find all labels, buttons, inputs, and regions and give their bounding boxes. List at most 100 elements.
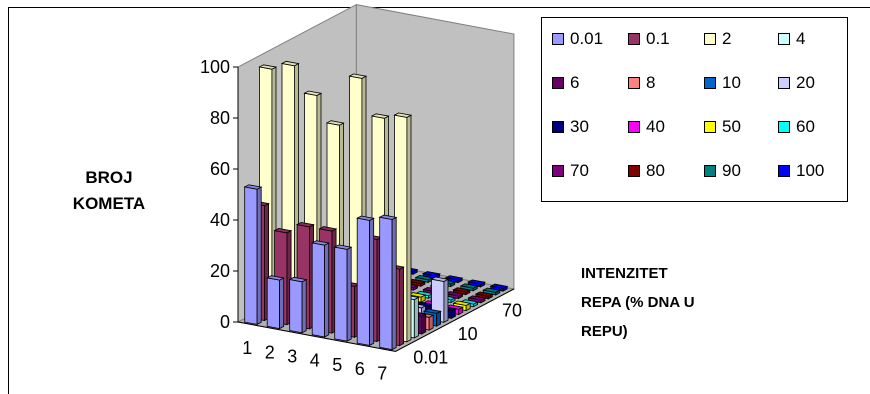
legend-item: 70 — [552, 161, 589, 181]
legend-item: 0.1 — [628, 29, 670, 49]
category-label: 1 — [242, 338, 252, 358]
bar-front — [379, 216, 393, 351]
legend-swatch — [552, 33, 564, 45]
bar-front — [334, 246, 348, 342]
bar-top — [333, 244, 353, 250]
legend-label: 6 — [570, 73, 580, 92]
bar-front — [311, 242, 326, 338]
bar-side — [256, 186, 262, 326]
bar-top — [421, 271, 441, 277]
bar-top — [407, 292, 427, 298]
category-label: 3 — [287, 347, 297, 367]
bar-top — [311, 240, 330, 246]
bar-side — [413, 296, 419, 339]
legend-swatch — [778, 165, 790, 177]
bar-side — [428, 314, 434, 331]
legend-item: 40 — [628, 117, 665, 137]
legend-item: 30 — [552, 117, 589, 137]
bar-side — [406, 114, 412, 343]
bar-side — [391, 216, 397, 351]
legend-label: 90 — [722, 161, 741, 180]
legend-label: 70 — [570, 161, 589, 180]
bar-top — [489, 283, 509, 289]
legend-label: 60 — [796, 117, 815, 136]
legend-item: 0.01 — [552, 29, 603, 49]
bar-top — [318, 226, 338, 232]
y-tick-label: 40 — [210, 210, 230, 230]
bar-front — [266, 277, 281, 330]
depth-tick-label: 10 — [458, 324, 478, 344]
legend-swatch — [778, 121, 790, 133]
depth-tick-label: 0.01 — [413, 347, 448, 367]
legend-swatch — [552, 77, 564, 89]
depth-tick-label: 70 — [502, 301, 522, 321]
depth-axis-line — [395, 288, 515, 352]
category-label: 6 — [355, 359, 365, 379]
bar-top — [414, 274, 434, 281]
legend-label: 2 — [722, 29, 732, 48]
bar-side — [443, 278, 449, 323]
legend-swatch — [778, 33, 790, 45]
legend-item: 4 — [778, 29, 805, 49]
legend-swatch — [704, 165, 716, 177]
bar-front — [244, 186, 258, 325]
bar-top — [280, 60, 300, 67]
bar-front — [356, 217, 371, 346]
legend-item: 50 — [704, 117, 741, 137]
legend-swatch — [704, 33, 716, 45]
bar-side — [369, 217, 375, 347]
bar-side — [346, 246, 352, 342]
legend-swatch — [628, 77, 640, 89]
bar-top — [355, 215, 375, 221]
legend-label: 20 — [796, 73, 815, 92]
bar-top — [482, 287, 502, 293]
legend-label: 80 — [646, 161, 665, 180]
legend-swatch — [704, 121, 716, 133]
bar-side — [324, 242, 330, 338]
legend-item: 6 — [552, 73, 579, 93]
legend-item: 90 — [704, 161, 741, 181]
y-tick-label: 60 — [210, 159, 230, 179]
legend: 0.01 0.1 2 4 6 8 10 20 30 40 50 60 70 80 90 100 — [541, 17, 848, 202]
bar-top — [430, 276, 450, 282]
bar-top — [467, 295, 487, 301]
bar-top — [273, 227, 293, 234]
category-label: 4 — [310, 351, 320, 371]
legend-label: 10 — [722, 73, 741, 92]
legend-swatch — [628, 165, 640, 177]
bar-top — [265, 275, 285, 281]
legend-label: 0.01 — [570, 29, 604, 48]
bar-top — [303, 90, 323, 96]
legend-label: 50 — [722, 117, 741, 136]
bar-side — [301, 278, 307, 334]
legend-label: 4 — [796, 29, 806, 48]
bar-top — [444, 275, 464, 281]
y-tick-label: 20 — [210, 261, 230, 281]
y-axis-title: BROJ KOMETA — [72, 168, 146, 213]
bar-top — [378, 214, 398, 220]
bar-top — [459, 283, 479, 289]
legend-item: 10 — [704, 73, 741, 93]
legend-label: 40 — [646, 117, 665, 136]
chart-frame — [8, 7, 870, 394]
legend-item: 60 — [778, 117, 815, 137]
legend-swatch — [778, 77, 790, 89]
bar-top — [452, 300, 472, 306]
bar-side — [279, 277, 285, 330]
bar-top — [288, 276, 308, 283]
bar-top — [295, 221, 315, 228]
legend-item: 80 — [628, 161, 665, 181]
y-tick-label: 80 — [210, 108, 230, 128]
category-label: 2 — [265, 342, 275, 362]
y-tick-label: 100 — [200, 57, 230, 77]
bar-top — [474, 291, 494, 297]
legend-item: 100 — [778, 161, 824, 181]
legend-item: 2 — [704, 29, 731, 49]
legend-label: 100 — [796, 161, 825, 180]
legend-swatch — [552, 165, 564, 177]
bar-top — [348, 73, 368, 79]
bar-top — [466, 279, 486, 285]
legend-label: 8 — [646, 73, 656, 92]
